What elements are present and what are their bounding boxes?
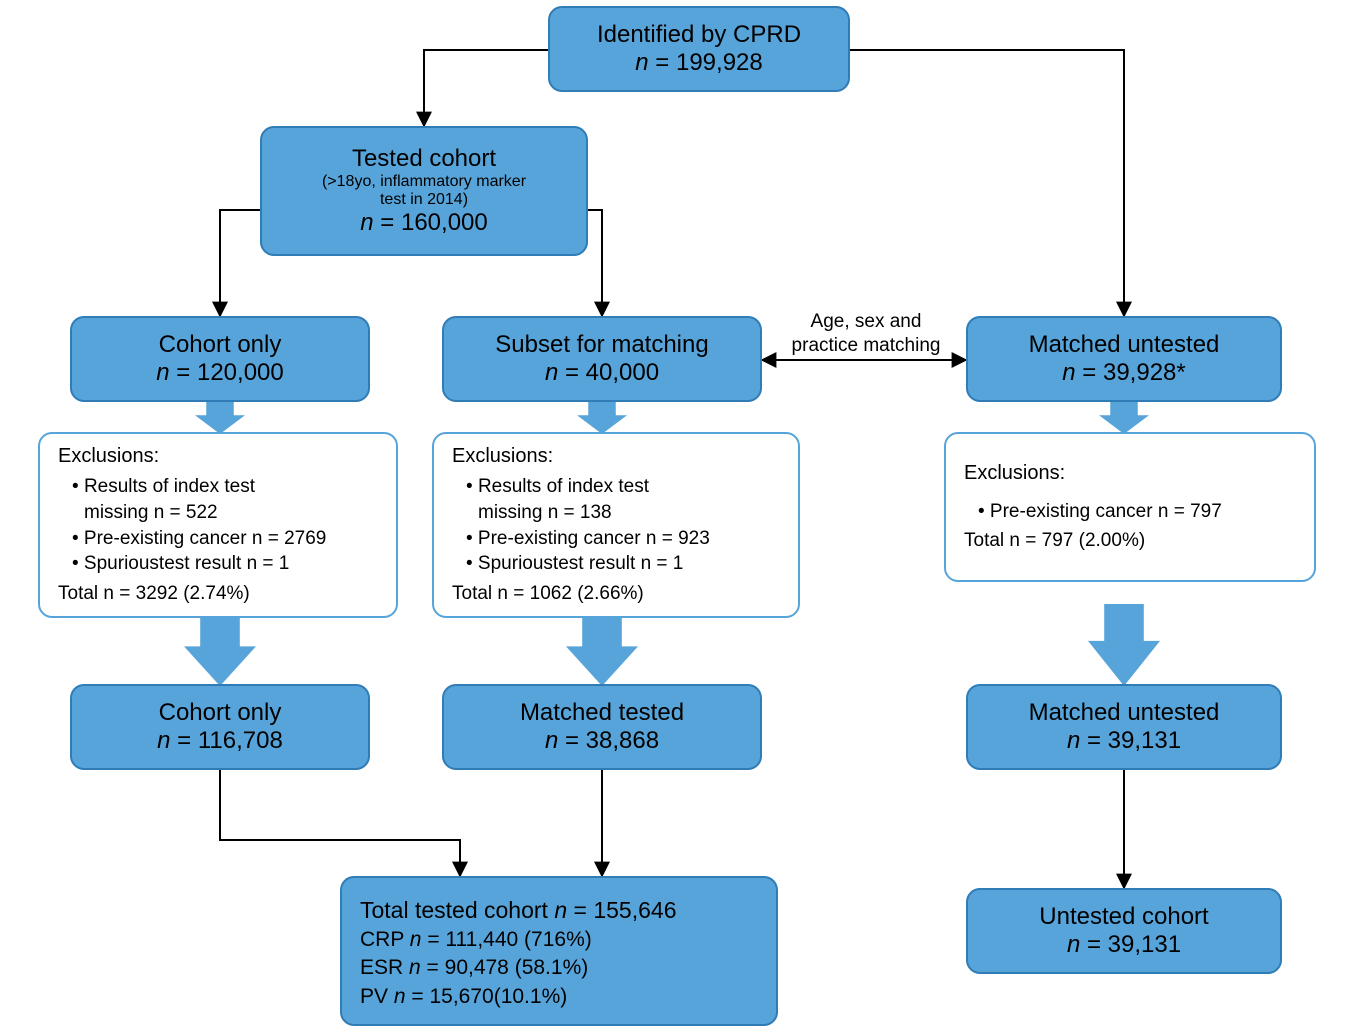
excl3-hdr: Exclusions: bbox=[964, 462, 1065, 485]
node-cohort-bottom: Cohort only n = 116,708 bbox=[70, 684, 370, 770]
total-l2: ESR n = 90,478 (58.1%) bbox=[360, 954, 588, 982]
node-matched-untested-top: Matched untested n = 39,928* bbox=[966, 316, 1282, 402]
munbot-n: n = 39,131 bbox=[1067, 727, 1181, 755]
node-exclusions-2: Exclusions: • Results of index test miss… bbox=[432, 432, 800, 618]
root-title: Identified by CPRD bbox=[597, 21, 801, 49]
cohort2-title: Cohort only bbox=[159, 699, 282, 727]
node-root: Identified by CPRD n = 199,928 bbox=[548, 6, 850, 92]
excl1-c: • Spurioustest result n = 1 bbox=[72, 551, 289, 577]
root-n: n = 199,928 bbox=[635, 49, 762, 77]
tested-title: Tested cohort bbox=[352, 145, 496, 173]
subset-title: Subset for matching bbox=[495, 331, 708, 359]
excl3-total: Total n = 797 (2.00%) bbox=[964, 530, 1145, 552]
fat-arrow-1 bbox=[577, 400, 627, 434]
untcoh-n: n = 39,131 bbox=[1067, 931, 1181, 959]
muntop-title: Matched untested bbox=[1029, 331, 1220, 359]
total-l3: PV n = 15,670(10.1%) bbox=[360, 983, 567, 1011]
node-cohort-top: Cohort only n = 120,000 bbox=[70, 316, 370, 402]
excl2-a2: missing n = 138 bbox=[478, 500, 612, 526]
match-label-line2: practice matching bbox=[792, 335, 941, 356]
node-total-tested: Total tested cohort n = 155,646 CRP n = … bbox=[340, 876, 778, 1026]
excl2-hdr: Exclusions: bbox=[452, 445, 553, 468]
excl1-a: • Results of index test bbox=[72, 474, 255, 500]
excl1-total: Total n = 3292 (2.74%) bbox=[58, 583, 250, 605]
node-tested: Tested cohort (>18yo, inflammatory marke… bbox=[260, 126, 588, 256]
excl1-hdr: Exclusions: bbox=[58, 445, 159, 468]
edge-cohort2-total bbox=[220, 770, 460, 876]
edge-root-tested bbox=[424, 50, 548, 126]
excl2-b: • Pre-existing cancer n = 923 bbox=[466, 526, 710, 552]
muntop-n: n = 39,928* bbox=[1062, 359, 1185, 387]
munbot-title: Matched untested bbox=[1029, 699, 1220, 727]
total-title: Total tested cohort n = 155,646 bbox=[360, 895, 677, 926]
edge-tested-cohort1 bbox=[220, 210, 260, 316]
tested-sub2: test in 2014) bbox=[380, 191, 468, 209]
excl1-a2: missing n = 522 bbox=[84, 500, 218, 526]
excl2-total: Total n = 1062 (2.66%) bbox=[452, 583, 644, 605]
cohort1-n: n = 120,000 bbox=[156, 359, 283, 387]
mtested-title: Matched tested bbox=[520, 699, 684, 727]
tested-n: n = 160,000 bbox=[360, 209, 487, 237]
node-matched-tested: Matched tested n = 38,868 bbox=[442, 684, 762, 770]
cohort1-title: Cohort only bbox=[159, 331, 282, 359]
fat-arrow-5 bbox=[1088, 604, 1160, 686]
excl2-c: • Spurioustest result n = 1 bbox=[466, 551, 683, 577]
tested-sub1: (>18yo, inflammatory marker bbox=[322, 173, 526, 191]
node-exclusions-3: Exclusions: • Pre-existing cancer n = 79… bbox=[944, 432, 1316, 582]
matching-label: Age, sex and practice matching bbox=[776, 310, 956, 358]
match-label-line1: Age, sex and bbox=[811, 311, 922, 332]
edge-root-muntop bbox=[850, 50, 1124, 316]
flowchart: Identified by CPRD n = 199,928 Tested co… bbox=[0, 0, 1350, 1036]
node-subset: Subset for matching n = 40,000 bbox=[442, 316, 762, 402]
total-l1: CRP n = 111,440 (716%) bbox=[360, 926, 592, 954]
fat-arrow-2 bbox=[1099, 400, 1149, 434]
mtested-n: n = 38,868 bbox=[545, 727, 659, 755]
excl1-b: • Pre-existing cancer n = 2769 bbox=[72, 526, 326, 552]
node-untested-cohort: Untested cohort n = 39,131 bbox=[966, 888, 1282, 974]
edge-tested-subset bbox=[588, 210, 602, 316]
node-exclusions-1: Exclusions: • Results of index test miss… bbox=[38, 432, 398, 618]
cohort2-n: n = 116,708 bbox=[157, 727, 283, 755]
node-matched-untested-bottom: Matched untested n = 39,131 bbox=[966, 684, 1282, 770]
fat-arrow-3 bbox=[184, 614, 256, 686]
untcoh-title: Untested cohort bbox=[1039, 903, 1208, 931]
subset-n: n = 40,000 bbox=[545, 359, 659, 387]
excl2-a: • Results of index test bbox=[466, 474, 649, 500]
fat-arrow-4 bbox=[566, 614, 638, 686]
fat-arrow-0 bbox=[195, 400, 245, 434]
excl3-a: • Pre-existing cancer n = 797 bbox=[978, 499, 1222, 525]
